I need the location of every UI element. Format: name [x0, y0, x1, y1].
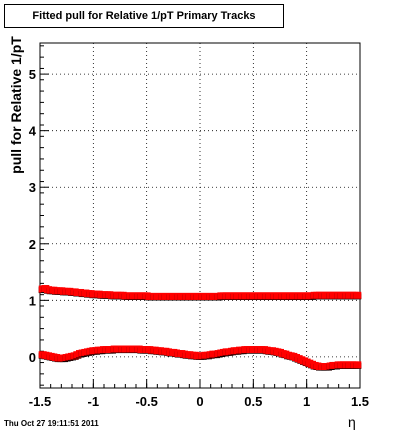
timestamp: Thu Oct 27 19:11:51 2011	[4, 419, 99, 428]
data-point	[353, 361, 362, 369]
x-tick-label: -1	[88, 394, 100, 409]
y-tick-label: 1	[29, 293, 36, 308]
y-tick-label: 5	[29, 67, 36, 82]
y-tick-label: 3	[29, 180, 36, 195]
x-tick-label: -1.5	[29, 394, 51, 409]
data-point	[353, 291, 362, 299]
x-tick-label: 0	[196, 394, 203, 409]
x-tick-label: -0.5	[135, 394, 157, 409]
x-tick-label: 1.5	[351, 394, 369, 409]
y-tick-label: 0	[29, 350, 36, 365]
x-axis-label: η	[348, 414, 356, 430]
y-tick-label: 2	[29, 237, 36, 252]
x-tick-label: 0.5	[244, 394, 262, 409]
x-tick-label: 1	[303, 394, 310, 409]
y-tick-label: 4	[29, 124, 37, 139]
axes: -1.5 -1 -0.5 0 0.5 1 1.5 0 1 2 3 4 5	[29, 45, 369, 409]
chart-title: Fitted pull for Relative 1/pT Primary Tr…	[4, 4, 284, 28]
data-marks	[38, 285, 362, 371]
grid	[40, 43, 360, 388]
